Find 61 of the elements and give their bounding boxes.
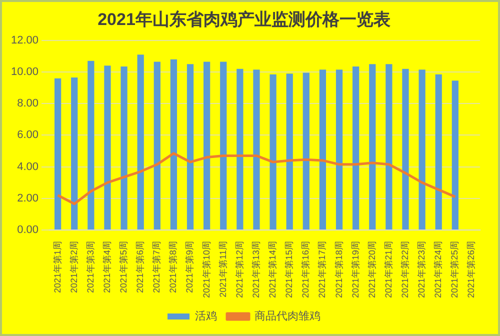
x-tick-label: 2021年第16周 bbox=[300, 240, 311, 298]
bar bbox=[253, 70, 260, 230]
bar bbox=[336, 70, 343, 230]
x-tick-label: 2021年第20周 bbox=[366, 240, 377, 298]
x-tick-label: 2021年第2周 bbox=[68, 240, 79, 293]
y-tick-label: 8.00 bbox=[17, 98, 39, 110]
x-tick-label: 2021年第15周 bbox=[284, 240, 294, 298]
bar bbox=[386, 64, 392, 230]
bar bbox=[220, 62, 227, 230]
x-tick-label: 2021年第12周 bbox=[234, 240, 244, 298]
x-tick-label: 2021年第17周 bbox=[317, 240, 328, 298]
x-tick-label: 2021年第14周 bbox=[268, 240, 278, 298]
x-tick-label: 2021年第23周 bbox=[416, 240, 427, 298]
y-tick-label: 0.00 bbox=[17, 224, 39, 236]
y-tick-label: 4.00 bbox=[17, 160, 39, 173]
bar bbox=[186, 64, 194, 230]
bar bbox=[236, 68, 244, 230]
y-tick-label: 12.00 bbox=[10, 34, 39, 46]
x-tick-label: 2021年第9周 bbox=[184, 240, 195, 293]
x-tick-label: 2021年第19周 bbox=[350, 240, 360, 298]
x-tick-label: 2021年第25周 bbox=[450, 240, 460, 298]
x-tick-label: 2021年第6周 bbox=[135, 240, 146, 293]
x-tick-label: 2021年第13周 bbox=[250, 240, 261, 298]
legend-label: 活鸡 bbox=[195, 310, 217, 323]
bar bbox=[120, 66, 128, 230]
x-tick-label: 2021年第7周 bbox=[152, 240, 162, 293]
bar bbox=[170, 59, 178, 230]
bar bbox=[302, 72, 310, 230]
x-tick-label: 2021年第4周 bbox=[102, 240, 112, 293]
x-tick-label: 2021年第10周 bbox=[201, 240, 212, 298]
bar bbox=[270, 74, 276, 230]
y-tick-label: 6.00 bbox=[17, 129, 39, 142]
x-tick-label: 2021年第8周 bbox=[168, 240, 178, 293]
bar bbox=[154, 62, 160, 230]
bar bbox=[435, 74, 442, 230]
x-tick-label: 2021年第5周 bbox=[118, 240, 129, 293]
x-tick-label: 2021年第3周 bbox=[85, 240, 96, 293]
bar bbox=[54, 78, 62, 230]
y-tick-label: 2.00 bbox=[17, 192, 39, 204]
x-tick-label: 2021年第22周 bbox=[400, 240, 410, 298]
x-tick-label: 2021年第21周 bbox=[383, 240, 394, 298]
x-tick-label: 2021年第1周 bbox=[52, 240, 62, 293]
bar bbox=[369, 64, 376, 230]
legend-label: 商品代肉雏鸡 bbox=[254, 310, 320, 323]
bar bbox=[88, 60, 94, 230]
bar bbox=[319, 70, 326, 230]
bar bbox=[452, 80, 458, 230]
y-tick-label: 10.00 bbox=[10, 66, 39, 78]
bar bbox=[286, 74, 293, 230]
bar bbox=[418, 70, 426, 230]
chart-title: 2021年山东省肉鸡产业监测价格一览表 bbox=[98, 10, 392, 29]
bar bbox=[352, 66, 360, 230]
x-tick-label: 2021年第26周 bbox=[466, 240, 476, 298]
x-tick-label: 2021年第24周 bbox=[433, 240, 444, 298]
bar bbox=[137, 54, 144, 230]
bar bbox=[402, 68, 409, 230]
bar bbox=[204, 62, 210, 230]
bar bbox=[71, 78, 78, 230]
bar bbox=[104, 66, 111, 230]
x-tick-label: 2021年第18周 bbox=[334, 240, 344, 298]
x-tick-label: 2021年第11周 bbox=[218, 240, 228, 298]
